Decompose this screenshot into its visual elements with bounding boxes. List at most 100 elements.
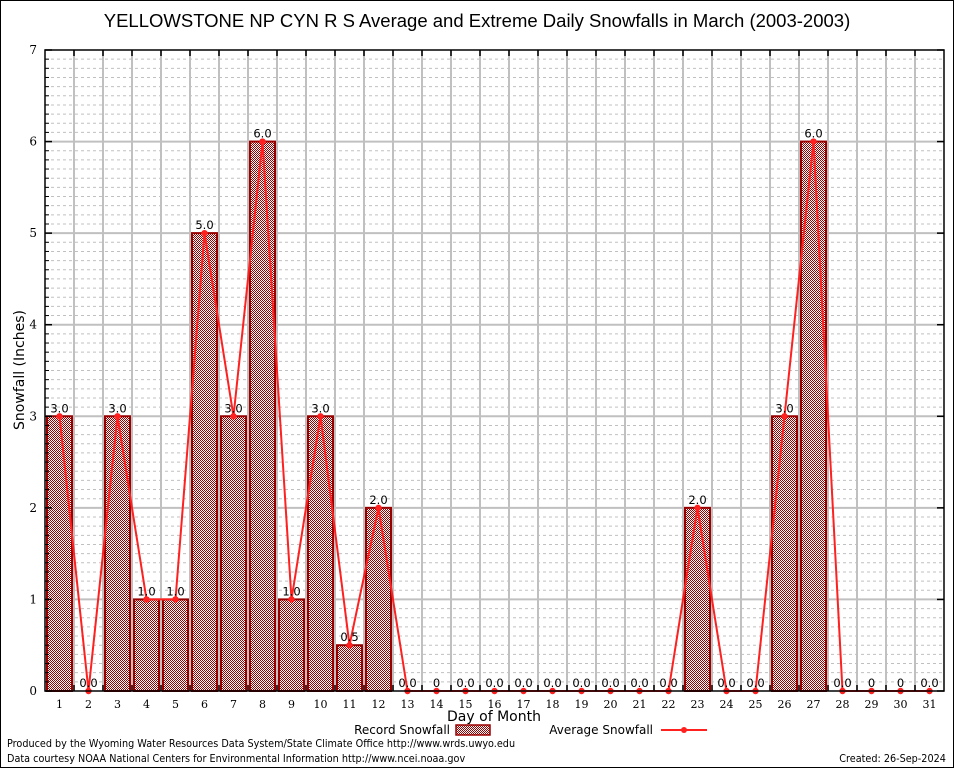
average-point-day-6 [201, 229, 208, 237]
data-label-day-21: 0.0 [630, 676, 648, 690]
data-labels: 3.0 0.0 3.0 1.0 1.0 5.0 3.0 6.0 1.0 3.0 0.5 2.0 0.0 0… [50, 127, 938, 690]
record-bar-day-26 [771, 415, 798, 692]
data-label-day-5: 1.0 [166, 584, 184, 598]
x-tick-label: 8 [259, 698, 266, 711]
data-label-day-27: 6.0 [804, 127, 822, 141]
x-tick-label: 20 [604, 698, 618, 711]
data-label-day-16: 0.0 [485, 676, 503, 690]
average-point-day-27 [810, 138, 817, 145]
data-label-day-26: 3.0 [775, 401, 793, 415]
data-label-day-15: 0.0 [456, 676, 474, 690]
average-point-day-23 [694, 504, 701, 512]
data-label-day-7: 3.0 [224, 401, 242, 415]
average-point-day-12 [375, 504, 382, 512]
x-tick-label: 30 [894, 698, 908, 711]
x-tick-label: 16 [488, 698, 502, 711]
y-tick-label: 2 [29, 501, 37, 515]
average-point-day-26 [781, 413, 788, 420]
x-tick-label: 13 [401, 698, 415, 711]
x-tick-label: 23 [691, 698, 705, 711]
data-label-day-1: 3.0 [50, 401, 68, 415]
data-label-day-3: 3.0 [108, 401, 126, 415]
data-label-day-24: 0.0 [717, 676, 735, 690]
x-tick-label: 2 [85, 698, 92, 711]
average-point-day-3 [114, 413, 121, 420]
footer-produced-by: Produced by the Wyoming Water Resources … [7, 738, 516, 750]
x-tick-label: 6 [201, 698, 208, 711]
data-label-day-28: 0.0 [833, 676, 851, 690]
footer-data-courtesy: Data courtesy NOAA National Centers for … [7, 753, 466, 765]
record-bar-day-12 [365, 506, 392, 692]
x-tick-label: 9 [288, 698, 295, 711]
data-label-day-30: 0 [897, 676, 904, 690]
x-tick-label: 10 [314, 698, 328, 711]
data-label-day-13: 0.0 [398, 676, 416, 690]
record-bar-day-6 [191, 232, 218, 692]
average-point-day-11 [346, 642, 353, 649]
record-bar-day-10 [307, 415, 334, 692]
x-tick-label: 21 [633, 698, 647, 711]
data-label-day-12: 2.0 [369, 493, 387, 507]
legend: Record Snowfall Average Snowfall [354, 723, 707, 737]
average-point-day-9 [288, 596, 295, 603]
x-tick-label: 3 [114, 698, 121, 711]
x-tick-label: 31 [923, 698, 937, 711]
data-label-day-31: 0.0 [920, 676, 938, 690]
record-bar-day-8 [249, 140, 276, 693]
record-bar-day-1 [46, 415, 73, 692]
x-tick-label: 11 [343, 698, 357, 711]
y-tick-label: 1 [29, 592, 37, 606]
data-label-day-25: 0.0 [746, 676, 764, 690]
record-bar-day-3 [104, 415, 131, 692]
data-label-day-18: 0.0 [543, 676, 561, 690]
data-label-day-19: 0.0 [572, 676, 590, 690]
y-tick-label: 5 [29, 226, 37, 240]
y-tick-label: 7 [29, 43, 37, 57]
x-tick-label: 4 [143, 698, 150, 711]
record-bar-day-4 [133, 598, 160, 693]
average-point-day-10 [317, 413, 324, 420]
data-label-day-4: 1.0 [137, 584, 155, 598]
x-tick-label: 12 [372, 698, 386, 711]
y-tick-label: 3 [29, 409, 37, 423]
x-tick-label: 26 [778, 698, 792, 711]
legend-record-swatch [455, 724, 491, 736]
data-label-day-6: 5.0 [195, 218, 213, 232]
record-bar-day-7 [220, 415, 247, 692]
data-label-day-17: 0.0 [514, 676, 532, 690]
data-label-day-29: 0 [868, 676, 875, 690]
data-label-day-20: 0.0 [601, 676, 619, 690]
x-tick-label: 27 [807, 698, 821, 711]
x-tick-label: 5 [172, 698, 179, 711]
y-tick-label: 0 [29, 684, 37, 698]
legend-average-label: Average Snowfall [549, 723, 653, 737]
data-label-day-8: 6.0 [253, 127, 271, 141]
x-tick-label: 17 [517, 698, 531, 711]
x-axis-label: Day of Month [447, 709, 541, 725]
data-label-day-10: 3.0 [311, 401, 329, 415]
record-bar-day-23 [684, 506, 711, 692]
x-tick-label: 28 [836, 698, 850, 711]
x-tick-label: 24 [720, 698, 734, 711]
data-label-day-23: 2.0 [688, 493, 706, 507]
legend-average-marker [681, 727, 687, 733]
record-bar-day-9 [278, 598, 305, 693]
average-point-day-5 [172, 596, 179, 603]
data-label-day-14: 0 [433, 676, 440, 690]
y-axis-label: Snowfall (Inches) [12, 310, 28, 430]
x-tick-label: 14 [430, 698, 444, 711]
average-point-day-4 [143, 596, 150, 603]
grid [45, 50, 944, 691]
record-bar-day-11 [336, 644, 363, 693]
data-label-day-9: 1.0 [282, 584, 300, 598]
footer-created: Created: 26-Sep-2024 [839, 753, 946, 765]
bars [46, 140, 827, 693]
x-tick-label: 29 [865, 698, 879, 711]
chart-title: YELLOWSTONE NP CYN R S Average and Extre… [104, 10, 851, 31]
x-tick-label: 15 [459, 698, 473, 711]
record-bar-day-5 [162, 598, 189, 693]
x-tick-label: 19 [575, 698, 589, 711]
data-label-day-22: 0.0 [659, 676, 677, 690]
